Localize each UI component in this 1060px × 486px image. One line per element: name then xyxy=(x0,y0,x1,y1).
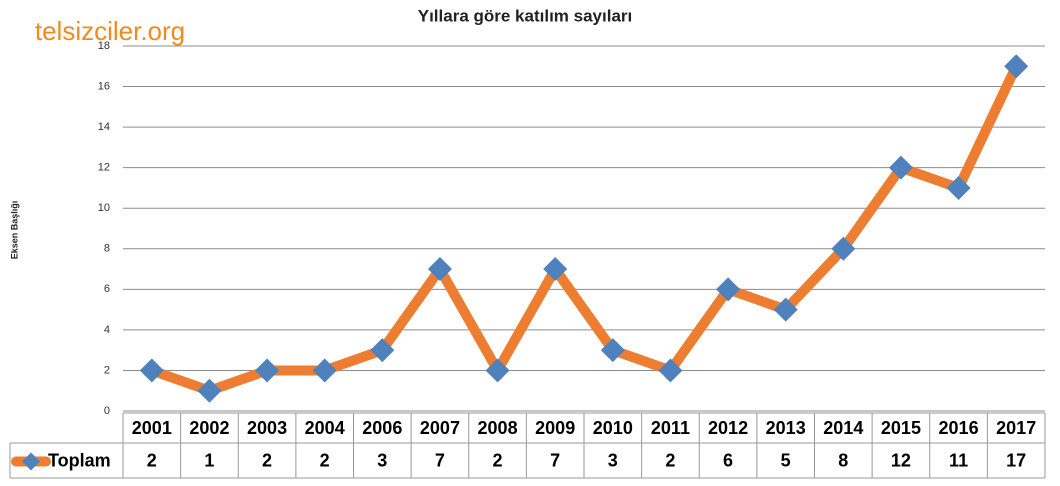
x-tick-label: 2007 xyxy=(420,418,460,438)
marker xyxy=(773,297,798,322)
marker xyxy=(831,236,856,261)
table-value: 2 xyxy=(493,450,503,470)
table-value: 3 xyxy=(377,450,387,470)
chart-title: Yıllara göre katılım sayıları xyxy=(418,6,633,25)
legend-marker xyxy=(22,452,40,471)
y-tick-label: 18 xyxy=(98,40,110,52)
table-value: 7 xyxy=(550,450,560,470)
marker xyxy=(543,257,568,282)
marker xyxy=(370,338,395,363)
marker xyxy=(888,155,913,180)
marker xyxy=(255,358,280,383)
x-tick-label: 2017 xyxy=(996,418,1036,438)
marker xyxy=(658,358,683,383)
x-tick-label: 2002 xyxy=(189,418,229,438)
table-value: 12 xyxy=(891,450,911,470)
x-tick-label: 2012 xyxy=(708,418,748,438)
y-tick-label: 0 xyxy=(104,405,110,417)
y-tick-label: 2 xyxy=(104,364,110,376)
marker xyxy=(139,358,164,383)
marker xyxy=(1004,54,1029,79)
y-tick-label: 4 xyxy=(104,324,110,336)
table-value: 1 xyxy=(204,450,214,470)
y-tick-label: 10 xyxy=(98,202,110,214)
marker xyxy=(312,358,337,383)
x-tick-label: 2016 xyxy=(939,418,979,438)
table-value: 7 xyxy=(435,450,445,470)
table-value: 3 xyxy=(608,450,618,470)
table-value: 2 xyxy=(665,450,675,470)
y-tick-label: 8 xyxy=(104,243,110,255)
y-tick-label: 6 xyxy=(104,283,110,295)
table-value: 6 xyxy=(723,450,733,470)
table-value: 17 xyxy=(1006,450,1026,470)
x-tick-label: 2001 xyxy=(132,418,172,438)
x-tick-label: 2010 xyxy=(593,418,633,438)
x-tick-label: 2011 xyxy=(651,418,690,438)
watermark: telsizciler.org xyxy=(35,16,185,46)
x-tick-label: 2006 xyxy=(362,418,402,438)
x-tick-label: 2015 xyxy=(881,418,921,438)
y-tick-label: 14 xyxy=(98,121,110,133)
x-tick-label: 2013 xyxy=(766,418,806,438)
x-tick-label: 2004 xyxy=(305,418,345,438)
x-tick-label: 2009 xyxy=(535,418,575,438)
marker xyxy=(427,257,452,282)
y-tick-label: 12 xyxy=(98,162,110,174)
table-value: 5 xyxy=(781,450,791,470)
y-axis-title: Eksen Başlığı xyxy=(9,201,19,260)
marker xyxy=(716,277,741,302)
x-tick-label: 2003 xyxy=(247,418,287,438)
marker xyxy=(485,358,510,383)
marker xyxy=(946,175,971,200)
marker xyxy=(197,378,222,403)
table-value: 2 xyxy=(147,450,157,470)
table-value: 11 xyxy=(949,450,968,470)
legend-label: Toplam xyxy=(48,450,111,470)
marker xyxy=(600,338,625,363)
x-tick-label: 2008 xyxy=(478,418,518,438)
table-value: 8 xyxy=(838,450,848,470)
table-value: 2 xyxy=(320,450,330,470)
table-value: 2 xyxy=(262,450,272,470)
y-tick-label: 16 xyxy=(98,80,110,92)
series-line xyxy=(150,64,1021,396)
x-tick-label: 2014 xyxy=(823,418,863,438)
